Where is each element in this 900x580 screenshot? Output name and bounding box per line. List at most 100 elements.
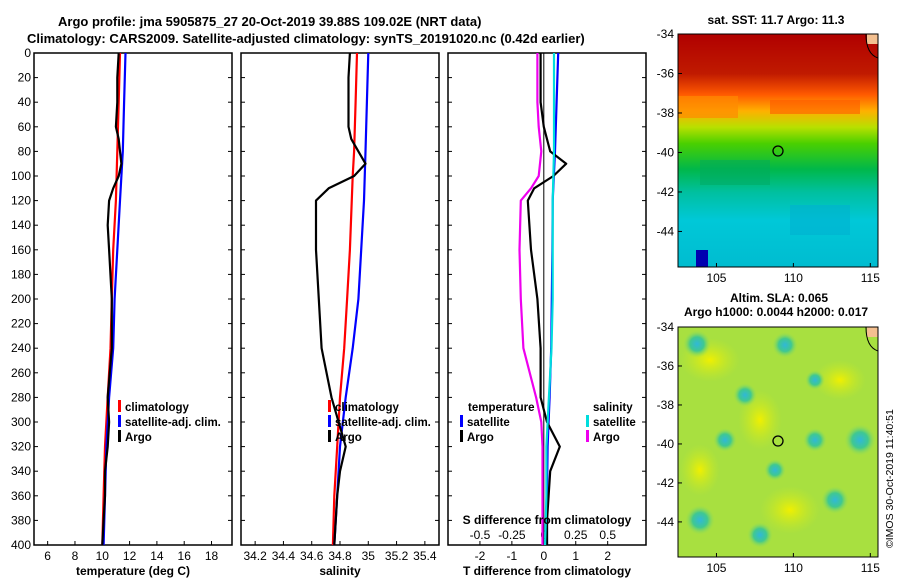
- x-tick-label: 35.2: [385, 549, 409, 563]
- sst-warm-patch: [770, 100, 860, 114]
- sla-map-panel: Altim. SLA: 0.065 Argo h1000: 0.0044 h20…: [657, 291, 881, 575]
- sla-eddy: [844, 424, 876, 456]
- temperature-xlabel: temperature (deg C): [76, 564, 190, 578]
- y-tick-label: 180: [11, 267, 31, 281]
- map-y-tick-label: -34: [657, 320, 675, 334]
- map-y-tick-label: -44: [657, 224, 675, 238]
- temperature-panel: 0 20 40 60 80 100 120 140 160 180 200 220 240 260 280 3…: [11, 46, 233, 578]
- map-y-tick-label: -38: [657, 398, 675, 412]
- sla-coastline: [865, 326, 879, 352]
- x-tick-label-top: -0.5: [470, 528, 491, 542]
- figure-title-line1: Argo profile: jma 5905875_27 20-Oct-2019…: [58, 14, 481, 29]
- y-tick-label: 200: [11, 292, 31, 306]
- y-tick-label: 40: [18, 95, 32, 109]
- sla-map-title-line2: Argo h1000: 0.0044 h2000: 0.017: [684, 305, 868, 319]
- sla-high-patch: [680, 444, 720, 496]
- map-x-tick-label: 110: [784, 271, 803, 285]
- salinity-panel: 34.2 34.4 34.6 34.8 35 35.2 35.4 salinity clim…: [240, 52, 440, 578]
- map-x-tick-label: 115: [861, 561, 880, 575]
- y-tick-label: 320: [11, 440, 31, 454]
- y-tick-label: 100: [11, 169, 31, 183]
- y-tick-label: 140: [11, 218, 31, 232]
- x-tick-label: 16: [178, 549, 192, 563]
- sla-map-frame: [677, 326, 879, 558]
- y-tick-label: 340: [11, 464, 31, 478]
- salinity-lines: [314, 53, 370, 545]
- y-tick-label: 160: [11, 243, 31, 257]
- legend-label-climatology: climatology: [335, 402, 400, 414]
- sla-eddy: [713, 428, 737, 452]
- sst-land-marker: [867, 34, 878, 44]
- series-line-t-argo: [526, 53, 568, 545]
- sla-map-ticks: 105 110 115 -34 -36 -38 -40 -42 -44: [657, 320, 881, 575]
- series-line-argo: [101, 53, 123, 545]
- legend-swatch-argo: [118, 430, 121, 442]
- series-line-climatology: [331, 53, 359, 545]
- legend-swatch-satellite-adj: [328, 415, 331, 427]
- temperature-axes-frame: [33, 52, 233, 546]
- y-tick-label: 60: [18, 120, 32, 134]
- sla-eddy: [772, 332, 798, 358]
- x-tick-label: 2: [604, 549, 611, 563]
- sla-high-patch: [814, 360, 866, 400]
- series-line-s-argo: [518, 53, 544, 545]
- sst-map-panel: sat. SST: 11.7 Argo: 11.3 105 110 115 -34 -3…: [657, 13, 881, 285]
- y-tick-label: 280: [11, 390, 31, 404]
- sst-cold-patch: [696, 250, 708, 267]
- map-y-tick-label: -40: [657, 145, 675, 159]
- x-tick-label: 8: [72, 549, 79, 563]
- x-tick-label: 34.8: [328, 549, 352, 563]
- map-y-tick-label: -40: [657, 437, 675, 451]
- map-x-tick-label: 110: [784, 561, 803, 575]
- imos-stamp: ©IMOS 30-Oct-2019 11:40:51: [884, 409, 896, 548]
- sla-eddy: [685, 505, 715, 535]
- x-tick-label: 34.4: [272, 549, 296, 563]
- x-tick-label: 34.2: [243, 549, 267, 563]
- salinity-ticks: 34.2 34.4 34.6 34.8 35 35.2 35.4: [241, 52, 439, 563]
- map-y-tick-label: -42: [657, 476, 675, 490]
- sst-cool-patch: [700, 160, 770, 185]
- map-y-tick-label: -44: [657, 515, 675, 529]
- y-tick-label: 260: [11, 366, 31, 380]
- y-tick-label: 240: [11, 341, 31, 355]
- legend-label-argo: Argo: [125, 432, 152, 444]
- figure-title-line2: Climatology: CARS2009. Satellite-adjuste…: [27, 31, 585, 46]
- sla-eddy: [747, 522, 773, 548]
- legend-title-salinity: salinity: [593, 402, 633, 414]
- y-tick-label: 120: [11, 194, 31, 208]
- legend-swatch-climatology: [118, 400, 121, 412]
- sst-map-ticks: 105 110 115 -34 -36 -38 -40 -42 -44: [657, 27, 881, 285]
- sst-map-image: [678, 33, 879, 267]
- x-tick-label-top: 0.25: [564, 528, 588, 542]
- x-tick-label: -2: [475, 549, 486, 563]
- temperature-legend: climatology satellite-adj. clim. Argo: [118, 400, 221, 444]
- legend-swatch-t-satellite: [460, 415, 463, 427]
- map-y-tick-label: -34: [657, 27, 675, 41]
- map-y-tick-label: -38: [657, 106, 675, 120]
- series-line-satellite-adj-clim-: [333, 53, 370, 545]
- x-tick-label: -1: [507, 549, 518, 563]
- y-tick-label: 0: [24, 46, 31, 60]
- x-tick-label: 10: [96, 549, 110, 563]
- legend-swatch-s-satellite: [586, 415, 589, 427]
- legend-label-s-argo: Argo: [593, 432, 620, 444]
- argo-position-marker: [772, 435, 784, 447]
- sst-warm-patch: [678, 96, 738, 118]
- map-x-tick-label: 105: [706, 271, 726, 285]
- legend-swatch-t-argo: [460, 430, 463, 442]
- x-tick-label: 12: [123, 549, 137, 563]
- map-y-tick-label: -36: [657, 359, 675, 373]
- sla-eddy: [821, 486, 849, 514]
- legend-swatch-satellite-adj: [118, 415, 121, 427]
- sla-land-marker: [867, 327, 878, 337]
- map-x-tick-label: 115: [861, 271, 880, 285]
- legend-label-satellite-adj: satellite-adj. clim.: [335, 417, 431, 429]
- y-tick-label: 400: [11, 538, 31, 552]
- x-tick-label: 35.4: [413, 549, 437, 563]
- y-tick-label: 220: [11, 317, 31, 331]
- x-tick-label: 18: [205, 549, 219, 563]
- legend-label-satellite-adj: satellite-adj. clim.: [125, 417, 221, 429]
- legend-swatch-argo: [328, 430, 331, 442]
